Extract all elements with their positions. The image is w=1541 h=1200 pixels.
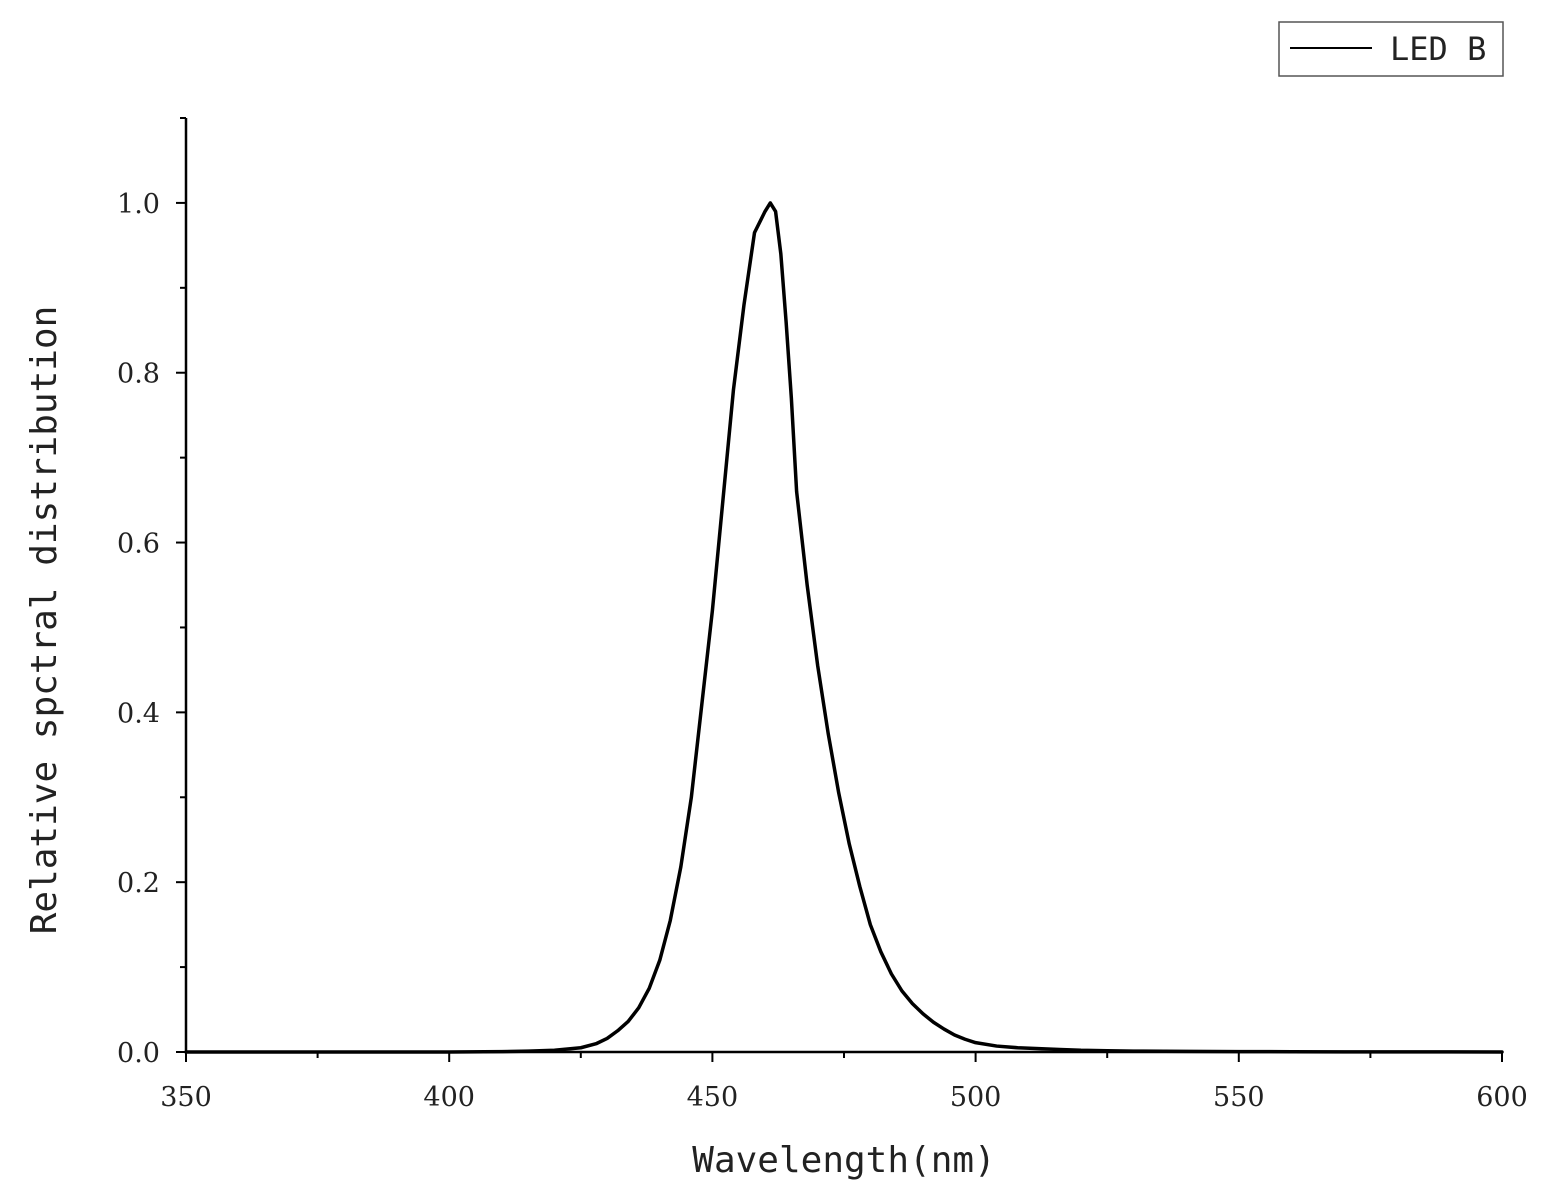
y-tick-label-0.2: 0.2 bbox=[117, 868, 160, 899]
x-tick-label-500: 500 bbox=[950, 1082, 1002, 1113]
legend: LED B bbox=[1278, 21, 1504, 77]
y-tick-label-1.0: 1.0 bbox=[117, 189, 160, 220]
x-tick-label-550: 550 bbox=[1213, 1082, 1265, 1113]
x-tick-label-600: 600 bbox=[1476, 1082, 1528, 1113]
x-tick-label-350: 350 bbox=[160, 1082, 212, 1113]
ticks: 350 400 450 500 550 600 0.0 0.2 0.4 0.6 0.8 1.0 bbox=[117, 117, 1528, 1113]
axes bbox=[184, 118, 1502, 1054]
x-tick-label-400: 400 bbox=[423, 1082, 475, 1113]
legend-label-led-b: LED B bbox=[1390, 30, 1486, 68]
series-layer bbox=[184, 201, 1504, 1054]
y-tick-label-0.8: 0.8 bbox=[117, 359, 160, 390]
x-axis-title: Wavelength(nm) bbox=[692, 1140, 995, 1181]
series-line-led-b bbox=[184, 201, 1504, 1054]
y-axis-title: Relative spctral distribution bbox=[24, 306, 65, 935]
y-tick-label-0.0: 0.0 bbox=[117, 1038, 160, 1069]
x-tick-label-450: 450 bbox=[687, 1082, 739, 1113]
y-tick-label-0.6: 0.6 bbox=[117, 529, 160, 560]
y-tick-label-0.4: 0.4 bbox=[117, 698, 160, 729]
